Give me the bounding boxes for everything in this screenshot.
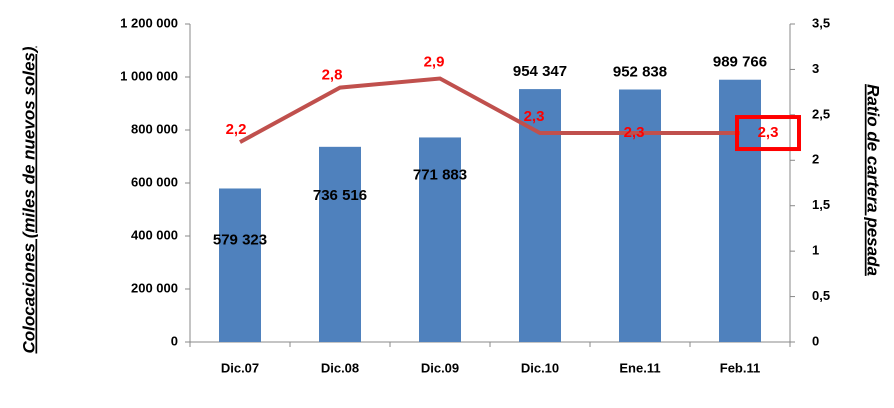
- y2-axis-title: Ratio de cartera pesada: [864, 84, 883, 276]
- x-tick-label: Dic.09: [421, 360, 459, 375]
- y-tick-label: 0: [171, 333, 178, 348]
- x-tick-label: Dic.08: [321, 360, 359, 375]
- y2-tick-label: 0,5: [812, 288, 830, 303]
- x-tick-label: Ene.11: [619, 360, 660, 375]
- y-axis-title: Colocaciones (miles de nuevos soles): [19, 46, 38, 353]
- x-tick-label: Dic.10: [521, 360, 559, 375]
- bar: [419, 137, 461, 342]
- line-value-label: 2,3: [758, 124, 779, 141]
- line-value-label: 2,8: [322, 67, 343, 84]
- y2-tick-label: 1: [812, 243, 819, 258]
- bar-value-label: 952 838: [613, 63, 667, 80]
- y-tick-label: 600 000: [131, 174, 178, 189]
- bar: [319, 146, 361, 342]
- y2-tick-label: 1,5: [812, 197, 830, 212]
- y-tick-label: 1 000 000: [120, 68, 178, 83]
- line-value-label: 2,3: [624, 124, 645, 141]
- line: [239, 76, 740, 144]
- bar-value-label: 579 323: [213, 231, 267, 248]
- y-tick-label: 200 000: [131, 280, 178, 295]
- line-value-label: 2,9: [424, 53, 445, 70]
- y-tick-label: 400 000: [131, 227, 178, 242]
- bar-value-label: 989 766: [713, 54, 767, 71]
- bar: [719, 79, 761, 343]
- y2-tick-label: 3: [812, 61, 819, 76]
- line-value-label: 2,2: [226, 121, 247, 138]
- y2-tick-label: 3,5: [812, 15, 830, 30]
- y-tick-label: 800 000: [131, 121, 178, 136]
- bar-value-label: 771 883: [413, 166, 467, 183]
- y2-tick-label: 2,5: [812, 106, 830, 121]
- x-tick-label: Feb.11: [720, 360, 760, 375]
- y2-tick-label: 0: [812, 333, 819, 348]
- x-tick-label: Dic.07: [221, 360, 259, 375]
- bar-value-label: 954 347: [513, 63, 567, 80]
- bar-value-label: 736 516: [313, 187, 367, 204]
- highlight-box: [735, 115, 801, 152]
- y-tick-label: 1 200 000: [120, 15, 178, 30]
- line-value-label: 2,3: [524, 108, 545, 125]
- bar: [219, 188, 261, 342]
- y2-tick-label: 2: [812, 152, 819, 167]
